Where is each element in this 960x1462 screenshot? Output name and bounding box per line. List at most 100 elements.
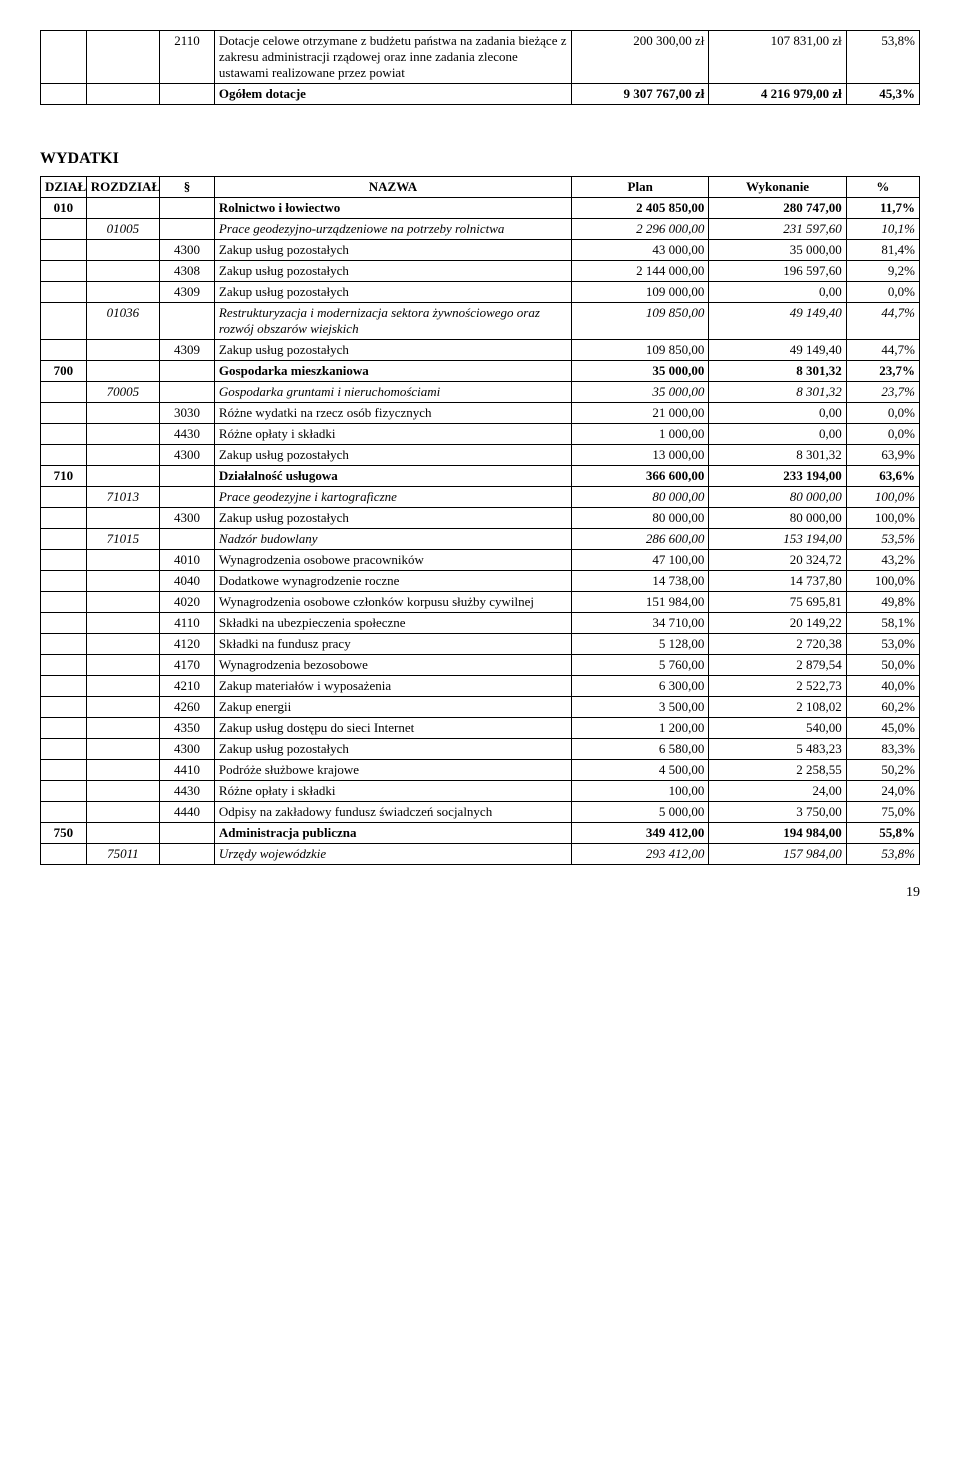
cell: 20 324,72	[709, 550, 846, 571]
cell: 4 500,00	[572, 760, 709, 781]
cell: 0,0%	[846, 282, 919, 303]
col-rozdzial: ROZDZIAŁ	[86, 177, 159, 198]
cell: 14 737,80	[709, 571, 846, 592]
cell: 157 984,00	[709, 844, 846, 865]
cell: 109 850,00	[572, 340, 709, 361]
table-row: 4010Wynagrodzenia osobowe pracowników47 …	[41, 550, 920, 571]
cell: 24,00	[709, 781, 846, 802]
cell	[86, 634, 159, 655]
cell: 100,0%	[846, 571, 919, 592]
cell: 35 000,00	[572, 361, 709, 382]
cell	[160, 844, 215, 865]
cell: 710	[41, 466, 87, 487]
cell	[41, 781, 87, 802]
cell: 107 831,00 zł	[709, 31, 846, 84]
cell: 53,8%	[846, 844, 919, 865]
cell	[41, 739, 87, 760]
cell: 8 301,32	[709, 382, 846, 403]
table-row: 01036Restrukturyzacja i modernizacja sek…	[41, 303, 920, 340]
table-row: 4410Podróże służbowe krajowe4 500,002 25…	[41, 760, 920, 781]
cell: 286 600,00	[572, 529, 709, 550]
cell: Zakup usług pozostałych	[214, 340, 571, 361]
cell	[86, 739, 159, 760]
cell: 35 000,00	[572, 382, 709, 403]
cell: 9 307 767,00 zł	[572, 84, 709, 105]
cell: 1 200,00	[572, 718, 709, 739]
cell: Zakup usług pozostałych	[214, 240, 571, 261]
cell: 5 760,00	[572, 655, 709, 676]
cell: 10,1%	[846, 219, 919, 240]
cell: 23,7%	[846, 361, 919, 382]
cell: 151 984,00	[572, 592, 709, 613]
cell	[86, 802, 159, 823]
cell: 3030	[160, 403, 215, 424]
cell: 0,0%	[846, 424, 919, 445]
cell: Wynagrodzenia osobowe pracowników	[214, 550, 571, 571]
cell: 4010	[160, 550, 215, 571]
cell: 366 600,00	[572, 466, 709, 487]
table-row: 750Administracja publiczna349 412,00194 …	[41, 823, 920, 844]
page-number: 19	[40, 885, 920, 901]
cell: 49 149,40	[709, 340, 846, 361]
cell: 5 483,23	[709, 739, 846, 760]
cell: 53,5%	[846, 529, 919, 550]
table-row: 4308Zakup usług pozostałych2 144 000,001…	[41, 261, 920, 282]
cell: 6 300,00	[572, 676, 709, 697]
col-plan: Plan	[572, 177, 709, 198]
cell	[160, 466, 215, 487]
cell: 100,00	[572, 781, 709, 802]
cell: 01036	[86, 303, 159, 340]
cell	[41, 382, 87, 403]
cell	[41, 340, 87, 361]
cell: 4350	[160, 718, 215, 739]
cell: 750	[41, 823, 87, 844]
cell: 40,0%	[846, 676, 919, 697]
cell: 44,7%	[846, 340, 919, 361]
cell: 75 695,81	[709, 592, 846, 613]
cell	[86, 282, 159, 303]
table-row: 70005Gospodarka gruntami i nieruchomości…	[41, 382, 920, 403]
cell	[41, 844, 87, 865]
cell: 80 000,00	[709, 487, 846, 508]
cell: 71015	[86, 529, 159, 550]
cell: 53,0%	[846, 634, 919, 655]
cell: 80 000,00	[572, 487, 709, 508]
table-row: Ogółem dotacje9 307 767,00 zł4 216 979,0…	[41, 84, 920, 105]
cell: 43 000,00	[572, 240, 709, 261]
table-row: 4260Zakup energii3 500,002 108,0260,2%	[41, 697, 920, 718]
cell	[41, 718, 87, 739]
cell: Składki na fundusz pracy	[214, 634, 571, 655]
cell	[41, 655, 87, 676]
col-percent: %	[846, 177, 919, 198]
cell	[160, 361, 215, 382]
cell	[160, 303, 215, 340]
cell: 2 258,55	[709, 760, 846, 781]
cell: 55,8%	[846, 823, 919, 844]
cell	[41, 31, 87, 84]
table-row: 4110Składki na ubezpieczenia społeczne34…	[41, 613, 920, 634]
cell: 0,00	[709, 424, 846, 445]
cell	[41, 760, 87, 781]
cell	[86, 84, 159, 105]
cell: Rolnictwo i łowiectwo	[214, 198, 571, 219]
cell: 44,7%	[846, 303, 919, 340]
cell: Wynagrodzenia osobowe członków korpusu s…	[214, 592, 571, 613]
col-wykonanie: Wykonanie	[709, 177, 846, 198]
cell	[41, 240, 87, 261]
cell: 4430	[160, 424, 215, 445]
cell: 4300	[160, 445, 215, 466]
cell: 6 580,00	[572, 739, 709, 760]
cell: 2 108,02	[709, 697, 846, 718]
cell: 2110	[160, 31, 215, 84]
cell: Zakup usług pozostałych	[214, 282, 571, 303]
cell: 34 710,00	[572, 613, 709, 634]
cell: Administracja publiczna	[214, 823, 571, 844]
cell: Różne wydatki na rzecz osób fizycznych	[214, 403, 571, 424]
cell: 8 301,32	[709, 361, 846, 382]
cell: 60,2%	[846, 697, 919, 718]
cell: 3 750,00	[709, 802, 846, 823]
cell	[86, 240, 159, 261]
cell	[41, 697, 87, 718]
table-row: 4300Zakup usług pozostałych80 000,0080 0…	[41, 508, 920, 529]
cell: Zakup materiałów i wyposażenia	[214, 676, 571, 697]
